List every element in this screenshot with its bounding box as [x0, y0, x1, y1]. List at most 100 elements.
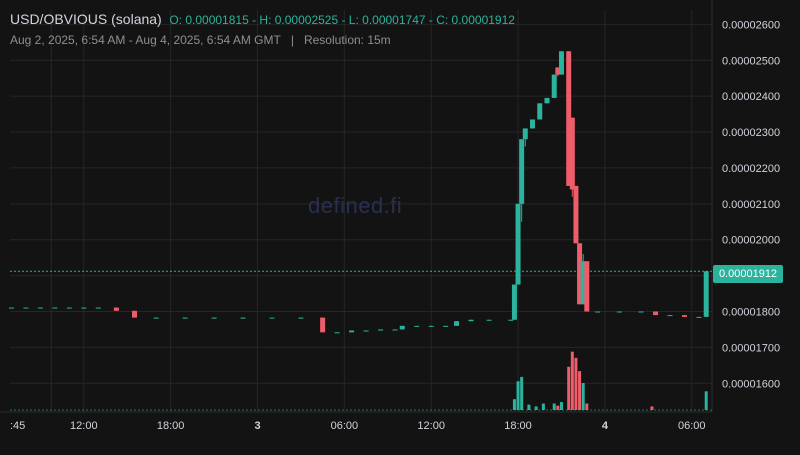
volume-bar — [570, 351, 574, 410]
volume-bar — [556, 405, 560, 410]
candle-body — [320, 317, 326, 333]
candle-body — [486, 319, 492, 321]
volume-bar — [527, 404, 531, 410]
candle-body — [428, 325, 434, 327]
candle-body — [378, 329, 384, 331]
candle-body — [182, 317, 188, 319]
y-tick-label: 0.00002200 — [722, 163, 780, 175]
x-tick-label: 06:00 — [331, 420, 359, 432]
volume-bar — [516, 381, 520, 410]
date-range: Aug 2, 2025, 6:54 AM - Aug 4, 2025, 6:54… — [10, 33, 281, 47]
candle-body — [577, 243, 583, 305]
candle-body — [52, 307, 58, 309]
chart-subtitle: Aug 2, 2025, 6:54 AM - Aug 4, 2025, 6:54… — [10, 33, 391, 47]
candle-body — [573, 185, 579, 244]
candle-body — [363, 330, 369, 332]
candle-body — [334, 332, 340, 334]
volume-bar — [559, 402, 563, 410]
candle-body — [703, 271, 709, 317]
candle-body — [414, 325, 420, 327]
y-tick-label: 0.00002500 — [722, 55, 780, 67]
y-tick-label: 0.00002100 — [722, 199, 780, 211]
x-tick-label: :45 — [10, 420, 25, 432]
volume-bar — [574, 357, 578, 410]
candle-body — [153, 317, 159, 319]
x-tick-label: 12:00 — [70, 420, 98, 432]
candle-body — [551, 74, 557, 98]
candle-body — [468, 319, 474, 322]
volume-bar — [704, 391, 708, 410]
candle-body — [558, 51, 564, 75]
watermark: defined.fi — [308, 193, 403, 218]
candle-body — [66, 307, 72, 309]
candle-body — [511, 284, 517, 320]
candle-body — [131, 310, 137, 318]
volume-bar — [581, 383, 585, 410]
volume-bar — [567, 366, 571, 410]
candle-body — [240, 317, 246, 319]
candle-body — [566, 51, 572, 186]
x-tick-label: 12:00 — [417, 420, 445, 432]
x-tick-label: 18:00 — [157, 420, 185, 432]
volume-bar — [650, 406, 654, 410]
volume-bar — [520, 376, 524, 410]
candle-body — [399, 325, 405, 330]
candle-body — [537, 103, 543, 120]
pair-title: USD/OBVIOUS (solana) — [10, 11, 162, 27]
candle-body — [8, 307, 14, 309]
ohlc-readout: O: 0.00001815 - H: 0.00002525 - L: 0.000… — [169, 13, 515, 27]
x-tick-label: 06:00 — [678, 420, 706, 432]
y-tick-label: 0.00001800 — [722, 307, 780, 319]
last-price-tag: 0.00001912 — [713, 265, 783, 283]
candle-body — [454, 321, 460, 326]
candle-body — [653, 311, 659, 316]
y-tick-label: 0.00001700 — [722, 342, 780, 354]
volume-bar — [541, 403, 545, 410]
y-tick-label: 0.00002600 — [722, 19, 780, 31]
candle-body — [298, 317, 304, 319]
x-tick-label: 3 — [254, 420, 260, 432]
chart-header: USD/OBVIOUS (solana) O: 0.00001815 - H: … — [10, 11, 515, 27]
volume-bar — [512, 399, 516, 410]
candle-body — [681, 315, 687, 317]
candle-body — [349, 330, 355, 333]
candle-body — [530, 119, 536, 129]
x-tick-label: 4 — [602, 420, 609, 432]
volume-bar — [578, 371, 582, 410]
y-tick-label: 0.00002400 — [722, 91, 780, 103]
candle-body — [392, 329, 398, 331]
candle-body — [580, 261, 586, 305]
candle-body — [81, 307, 87, 309]
candle-body — [519, 139, 525, 204]
y-tick-label: 0.00002000 — [722, 235, 780, 247]
candle-body — [544, 97, 550, 104]
candle-body — [522, 128, 528, 140]
candle-body — [113, 307, 119, 311]
candle-body — [569, 117, 575, 190]
x-tick-label: 18:00 — [504, 420, 532, 432]
candle-body — [211, 317, 217, 319]
candle-body — [37, 307, 43, 309]
candle-body — [23, 307, 29, 309]
candle-body — [595, 311, 601, 313]
candle-body — [584, 261, 590, 312]
candle-body — [638, 311, 644, 313]
candle-body — [508, 319, 514, 321]
candle-body — [269, 317, 275, 319]
candle-body — [443, 325, 449, 327]
y-tick-label: 0.00001600 — [722, 378, 780, 390]
candle-body — [696, 316, 702, 318]
candle-body — [555, 67, 561, 75]
candle-body — [616, 311, 622, 313]
candle-body — [515, 203, 521, 285]
volume-bar — [585, 403, 589, 410]
candle-body — [95, 307, 101, 309]
resolution-label: Resolution: 15m — [303, 33, 391, 47]
candle-body — [667, 315, 673, 317]
separator: | — [290, 33, 294, 47]
y-tick-label: 0.00002300 — [722, 127, 780, 139]
volume-bar — [534, 406, 538, 410]
